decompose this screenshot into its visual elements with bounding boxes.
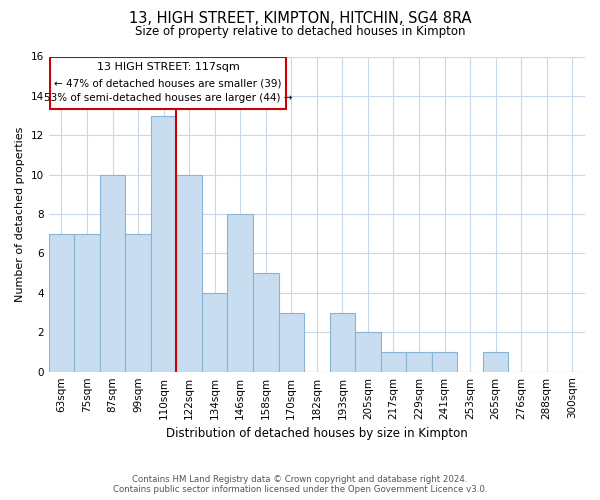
Bar (278, 312, 304, 372)
Y-axis label: Number of detached properties: Number of detached properties (15, 126, 25, 302)
Bar (125, 234, 151, 372)
Bar (151, 116, 176, 372)
Text: ← 47% of detached houses are smaller (39): ← 47% of detached houses are smaller (39… (55, 78, 282, 88)
Text: Contains HM Land Registry data © Crown copyright and database right 2024.
Contai: Contains HM Land Registry data © Crown c… (113, 474, 487, 494)
X-axis label: Distribution of detached houses by size in Kimpton: Distribution of detached houses by size … (166, 427, 468, 440)
Bar (176, 174, 202, 372)
Text: 13, HIGH STREET, KIMPTON, HITCHIN, SG4 8RA: 13, HIGH STREET, KIMPTON, HITCHIN, SG4 8… (129, 11, 471, 26)
Bar (432, 352, 457, 372)
Bar (355, 332, 380, 372)
Bar (483, 352, 508, 372)
Text: 53% of semi-detached houses are larger (44) →: 53% of semi-detached houses are larger (… (44, 93, 292, 103)
Bar (227, 214, 253, 372)
Bar (74, 234, 100, 372)
FancyBboxPatch shape (50, 56, 286, 108)
Bar (100, 174, 125, 372)
Bar (406, 352, 432, 372)
Bar (380, 352, 406, 372)
Bar (49, 234, 74, 372)
Text: 13 HIGH STREET: 117sqm: 13 HIGH STREET: 117sqm (97, 62, 239, 72)
Bar (253, 273, 278, 372)
Text: Size of property relative to detached houses in Kimpton: Size of property relative to detached ho… (135, 25, 465, 38)
Bar (202, 293, 227, 372)
Bar (329, 312, 355, 372)
